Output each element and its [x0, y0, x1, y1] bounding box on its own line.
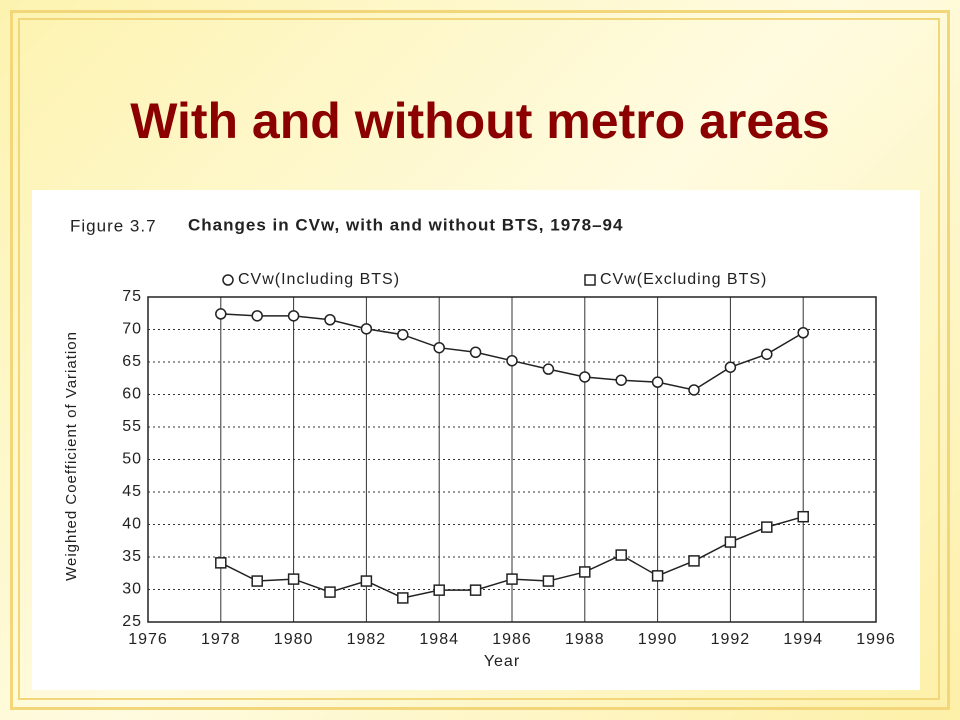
marker — [251, 575, 263, 587]
y-tick-label: 45 — [122, 483, 142, 500]
marker — [469, 584, 482, 596]
figure-label: Figure 3.7 — [70, 216, 157, 235]
marker — [433, 341, 445, 354]
marker — [506, 573, 518, 585]
y-tick-label: 75 — [122, 288, 142, 305]
marker — [360, 323, 373, 335]
marker — [251, 310, 263, 322]
y-tick-label: 60 — [122, 386, 142, 403]
y-tick-label: 30 — [122, 581, 142, 598]
x-tick-label: 1996 — [856, 631, 896, 648]
marker — [579, 566, 591, 578]
chart: Figure 3.7 Changes in CVw, with and with… — [32, 190, 920, 690]
marker — [360, 575, 373, 587]
marker — [651, 570, 664, 582]
marker — [579, 371, 591, 383]
legend-marker — [584, 274, 596, 286]
legend-label: CVw(Excluding BTS) — [600, 271, 767, 288]
marker — [724, 536, 737, 548]
x-tick-label: 1986 — [492, 631, 532, 648]
marker — [397, 592, 409, 604]
slide-title: With and without metro areas — [130, 93, 830, 149]
marker — [542, 363, 555, 375]
marker — [433, 584, 445, 596]
marker — [324, 314, 336, 326]
marker — [506, 354, 518, 367]
x-tick-label: 1984 — [419, 631, 459, 648]
marker — [761, 521, 773, 533]
marker — [542, 575, 555, 587]
x-tick-label: 1978 — [201, 631, 241, 648]
marker — [287, 310, 300, 322]
y-tick-label: 25 — [122, 613, 142, 630]
x-tick-label: 1988 — [565, 631, 605, 648]
x-tick-label: 1990 — [638, 631, 678, 648]
marker — [324, 586, 336, 598]
x-axis-label: Year — [484, 653, 520, 670]
chart-title: Changes in CVw, with and without BTS, 19… — [188, 215, 623, 234]
marker — [688, 384, 700, 396]
y-tick-label: 50 — [122, 451, 142, 468]
y-tick-label: 70 — [122, 321, 142, 338]
y-tick-label: 65 — [122, 353, 142, 370]
marker — [469, 346, 482, 358]
y-tick-label: 35 — [122, 548, 142, 565]
marker — [651, 376, 664, 388]
y-axis-label: Weighted Coefficient of Variation — [63, 331, 80, 581]
marker — [615, 374, 627, 386]
marker — [724, 361, 737, 373]
x-tick-label: 1994 — [783, 631, 823, 648]
x-tick-label: 1980 — [274, 631, 314, 648]
plot-frame — [147, 296, 877, 623]
frame — [10, 10, 950, 710]
marker — [761, 348, 773, 360]
legend-marker — [222, 274, 234, 286]
marker — [797, 327, 809, 339]
marker — [397, 328, 409, 341]
y-tick-label: 55 — [122, 418, 142, 435]
frame — [18, 18, 940, 700]
marker — [797, 510, 809, 523]
marker — [615, 549, 627, 561]
legend-label: CVw(Including BTS) — [238, 271, 400, 288]
x-tick-label: 1982 — [347, 631, 387, 648]
x-tick-label: 1992 — [711, 631, 751, 648]
marker — [215, 308, 227, 320]
x-tick-label: 1976 — [128, 631, 168, 648]
marker — [215, 557, 227, 569]
y-tick-label: 40 — [122, 516, 142, 533]
marker — [287, 573, 300, 585]
marker — [688, 555, 700, 567]
